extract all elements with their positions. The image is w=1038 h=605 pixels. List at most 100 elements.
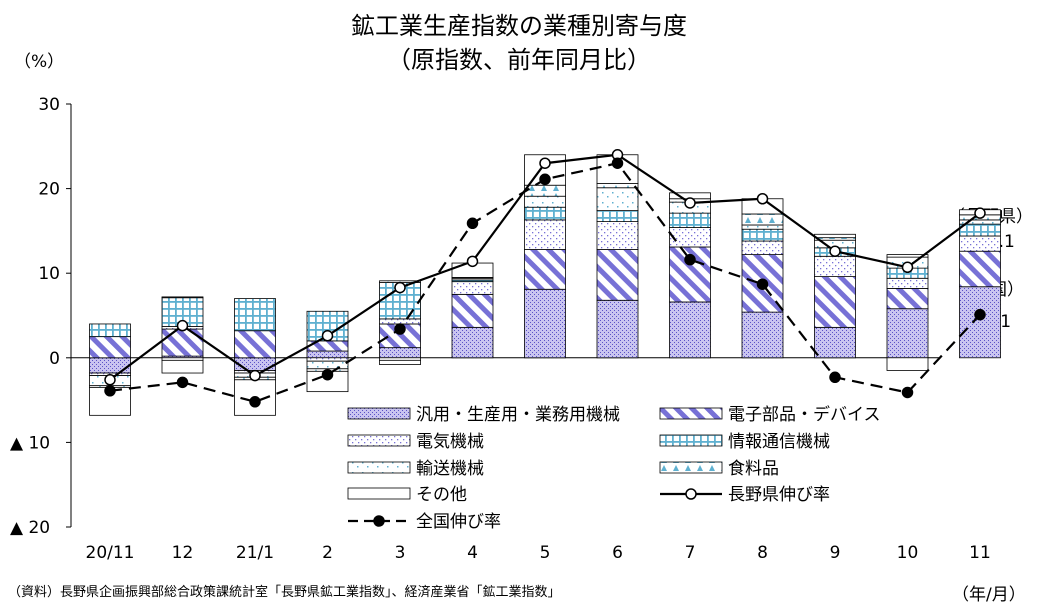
nagano-growth-point xyxy=(249,369,261,382)
y-tick-label: 20 xyxy=(38,180,60,200)
x-tick-label: 11 xyxy=(969,543,991,563)
x-tick-label: 20/11 xyxy=(86,543,135,563)
national-growth-point xyxy=(901,386,914,399)
national-growth-point xyxy=(466,217,479,230)
bar-segment xyxy=(596,249,639,301)
bar-segment xyxy=(306,340,349,352)
national-growth-point xyxy=(104,385,116,397)
bar-segment xyxy=(814,255,856,277)
national-growth-point xyxy=(611,157,624,169)
bar-segment xyxy=(741,224,784,230)
national-growth-point xyxy=(321,368,334,381)
legend-swatch xyxy=(659,461,723,474)
bar-segment xyxy=(524,206,566,221)
bar-segment xyxy=(89,387,131,416)
national-growth-point xyxy=(176,376,189,389)
legend-label: 汎用・生産用・業務用機械 xyxy=(416,405,620,425)
bar-segment xyxy=(379,347,421,359)
bar-segment xyxy=(959,235,1001,252)
nagano-growth-point xyxy=(901,261,914,274)
bar-segment xyxy=(741,240,784,255)
bar-segment xyxy=(741,311,784,359)
bar-segment xyxy=(669,227,711,248)
national-growth-point xyxy=(394,323,406,335)
x-tick-label: 12 xyxy=(172,543,194,563)
y-tick-label: 10 xyxy=(38,264,60,284)
x-axis-unit-label: （年/月） xyxy=(952,585,1026,605)
legend-label: その他 xyxy=(416,485,467,505)
bar-segment xyxy=(959,223,1001,237)
bar-segment xyxy=(886,277,929,289)
legend-label: 電子部品・デバイス xyxy=(728,404,881,425)
bar-segment xyxy=(959,250,1001,288)
bar-segment xyxy=(306,360,349,370)
y-tick-label: 0 xyxy=(49,349,60,369)
legend-swatch xyxy=(347,407,411,420)
national-growth-point xyxy=(539,173,551,186)
bar-segment xyxy=(814,233,856,239)
legend-label: 電気機械 xyxy=(416,432,484,452)
x-tick-label: 9 xyxy=(830,543,841,563)
bar-segment xyxy=(886,254,929,258)
legend-label: 食料品 xyxy=(728,459,779,479)
legend-marker xyxy=(373,515,385,527)
chart-subtitle: （原指数、前年同月比） xyxy=(387,46,651,74)
nagano-growth-point xyxy=(829,245,841,257)
bar-segment xyxy=(524,184,566,197)
y-axis-unit-label: （%） xyxy=(14,52,65,72)
bar-segment xyxy=(379,318,421,325)
bar-segment xyxy=(814,326,856,359)
bar-segment xyxy=(741,228,784,242)
bar-segment xyxy=(524,195,566,208)
legend-swatch xyxy=(347,487,411,500)
bar-segment xyxy=(596,210,639,222)
bar-segment xyxy=(596,183,639,189)
bar-segment xyxy=(451,293,494,328)
bar-segment xyxy=(959,286,1001,359)
y-tick-label: 30 xyxy=(38,95,60,115)
x-tick-label: 4 xyxy=(467,543,478,563)
legend-label: 全国伸び率 xyxy=(416,512,501,532)
bar-segment xyxy=(524,288,566,359)
source-note: （資料）長野県企画振興部総合政策課統計室「長野県鉱工業指数」、経済産業省「鉱工業… xyxy=(8,585,561,600)
nagano-growth-point xyxy=(321,330,334,342)
bar-segment xyxy=(161,328,204,357)
bar-segment xyxy=(234,330,276,359)
bar-segment xyxy=(451,281,494,295)
legend-swatch xyxy=(347,461,411,474)
legend-swatch xyxy=(659,434,723,447)
bar-segment xyxy=(524,219,566,250)
nagano-growth-point xyxy=(974,207,986,219)
bar-segment xyxy=(596,299,639,359)
national-growth-point xyxy=(684,253,696,266)
bar-segment xyxy=(669,301,711,359)
x-tick-label: 6 xyxy=(612,543,623,563)
bar-segment xyxy=(741,213,784,226)
national-growth-point xyxy=(249,396,261,408)
x-tick-label: 5 xyxy=(540,543,551,563)
x-tick-label: 2 xyxy=(322,543,333,563)
bar-segment xyxy=(306,350,349,359)
legend-swatch xyxy=(659,407,723,420)
x-tick-label: 3 xyxy=(395,543,406,563)
national-growth-point xyxy=(829,371,841,384)
nagano-growth-point xyxy=(104,374,116,386)
x-tick-label: 7 xyxy=(685,543,696,563)
bar-segment xyxy=(89,323,131,338)
nagano-growth-point xyxy=(684,197,696,209)
chart-title: 鉱工業生産指数の業種別寄与度 xyxy=(351,12,687,40)
national-growth-point xyxy=(756,278,769,290)
bar-segment xyxy=(451,326,494,359)
bar-segment xyxy=(89,336,131,359)
bar-segment xyxy=(886,357,929,371)
national-growth-point xyxy=(974,308,986,321)
nagano-growth-point xyxy=(394,281,406,294)
bar-segment xyxy=(596,187,639,211)
bar-segment xyxy=(161,296,204,299)
y-tick-label: ▲ 20 xyxy=(10,518,50,538)
legend-label: 輸送機械 xyxy=(416,459,484,479)
y-tick-label: ▲ 10 xyxy=(10,433,50,453)
legend-label: 長野県伸び率 xyxy=(728,485,830,505)
bar-segment xyxy=(379,359,421,365)
